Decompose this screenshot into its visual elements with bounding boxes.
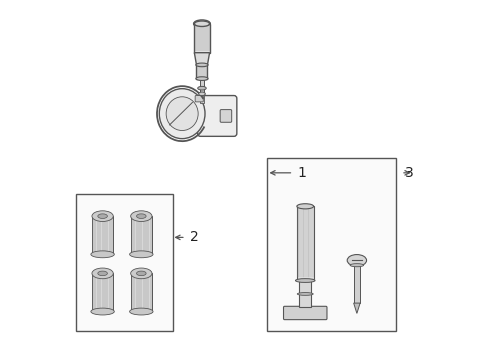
Ellipse shape (137, 271, 146, 276)
Ellipse shape (166, 97, 198, 131)
FancyBboxPatch shape (195, 95, 203, 102)
Ellipse shape (91, 308, 114, 315)
Ellipse shape (131, 211, 152, 221)
Ellipse shape (131, 268, 152, 279)
Bar (199, 78, 204, 92)
Ellipse shape (92, 211, 113, 221)
Bar (131, 273, 152, 311)
Ellipse shape (347, 255, 367, 266)
Ellipse shape (196, 77, 208, 80)
FancyBboxPatch shape (197, 95, 237, 136)
Polygon shape (195, 53, 210, 65)
FancyBboxPatch shape (220, 109, 232, 122)
Ellipse shape (295, 279, 315, 282)
Ellipse shape (194, 20, 210, 28)
Text: 3: 3 (405, 166, 414, 180)
Ellipse shape (297, 293, 313, 295)
Ellipse shape (198, 92, 205, 96)
Text: 1: 1 (298, 166, 307, 180)
Bar (196, 64, 207, 78)
Bar (195, 24, 210, 53)
Bar (199, 85, 204, 103)
Bar (92, 216, 113, 254)
Ellipse shape (195, 21, 210, 27)
Ellipse shape (130, 308, 153, 315)
Bar (267, 158, 395, 330)
Ellipse shape (137, 214, 146, 219)
Ellipse shape (98, 271, 107, 276)
Polygon shape (354, 303, 360, 314)
Ellipse shape (197, 86, 206, 90)
Bar (297, 206, 314, 279)
Ellipse shape (297, 204, 314, 209)
FancyBboxPatch shape (284, 306, 327, 320)
Ellipse shape (196, 63, 208, 67)
Ellipse shape (98, 214, 107, 219)
Bar (92, 273, 113, 311)
Ellipse shape (92, 268, 113, 279)
Text: 2: 2 (190, 230, 199, 244)
Ellipse shape (350, 264, 364, 267)
Bar (76, 194, 173, 330)
Ellipse shape (159, 89, 205, 139)
Ellipse shape (130, 251, 153, 258)
Bar (299, 280, 311, 307)
Ellipse shape (91, 251, 114, 258)
Bar (354, 265, 360, 303)
Bar (131, 216, 152, 254)
